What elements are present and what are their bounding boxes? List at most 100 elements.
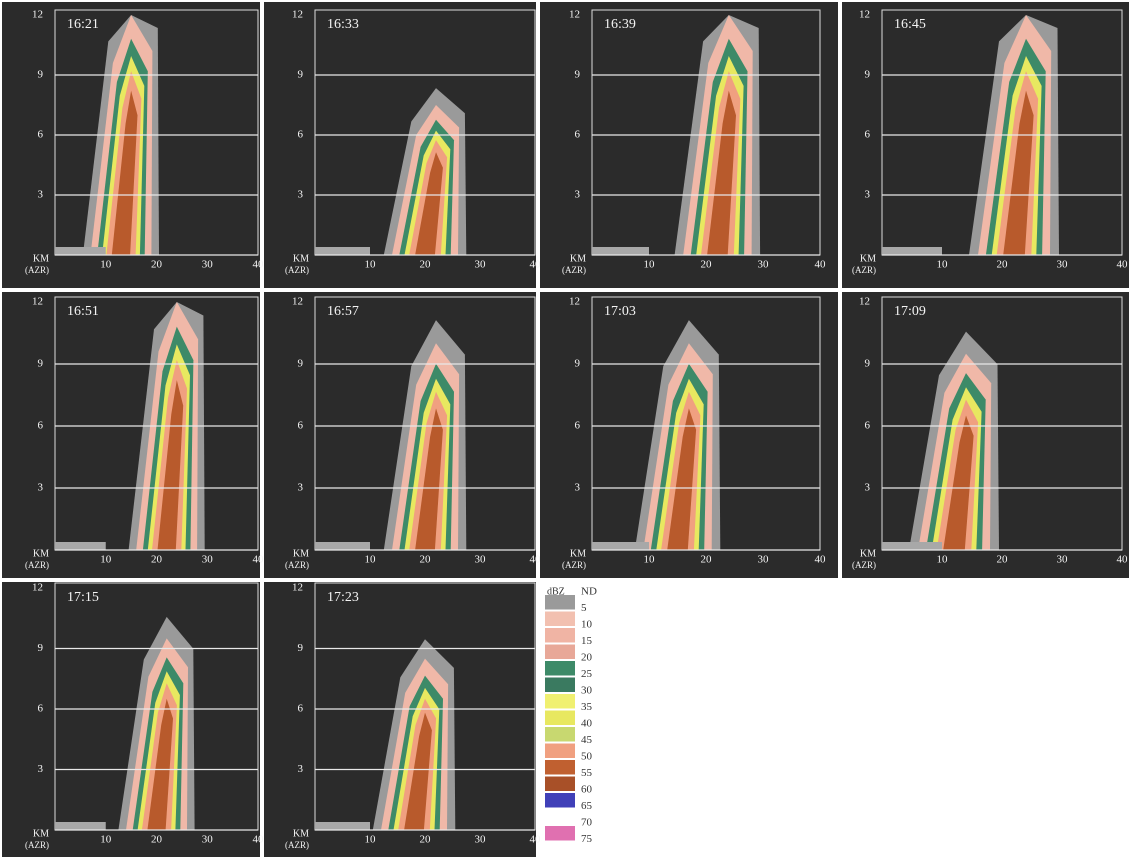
legend-swatch xyxy=(545,777,575,792)
x-unit-sub: (AZR) xyxy=(285,560,309,570)
x-unit-sub: (AZR) xyxy=(285,840,309,850)
x-unit: KM xyxy=(33,548,49,559)
y-tick-label: 12 xyxy=(32,582,43,594)
ground-echo xyxy=(55,542,106,550)
y-tick-label: 3 xyxy=(865,482,871,494)
x-tick-label: 10 xyxy=(100,834,112,846)
x-tick-label: 10 xyxy=(365,554,377,566)
x-unit-sub: (AZR) xyxy=(562,265,586,275)
x-tick-label: 20 xyxy=(151,554,163,566)
y-tick-label: 12 xyxy=(859,9,870,21)
y-tick-label: 3 xyxy=(865,189,871,201)
x-tick-label: 30 xyxy=(202,259,214,271)
panel-time: 16:45 xyxy=(894,17,926,32)
legend-swatch xyxy=(545,760,575,775)
legend-label: 15 xyxy=(581,635,593,647)
ground-echo xyxy=(55,247,106,255)
legend-label: 20 xyxy=(581,652,593,664)
y-tick-label: 12 xyxy=(292,9,303,21)
legend-swatch xyxy=(545,694,575,709)
legend-swatch xyxy=(545,727,575,742)
x-unit: KM xyxy=(33,828,49,839)
y-tick-label: 9 xyxy=(575,358,581,370)
legend-unit: dBZ xyxy=(547,586,565,597)
legend-swatch xyxy=(545,645,575,660)
legend-swatch xyxy=(545,826,575,841)
legend-label: 70 xyxy=(581,817,593,829)
x-tick-label: 40 xyxy=(253,834,265,846)
legend-label: 35 xyxy=(581,701,593,713)
y-tick-label: 12 xyxy=(569,296,580,308)
ground-echo xyxy=(315,247,370,255)
legend-label: ND xyxy=(581,586,597,598)
legend-label: 75 xyxy=(581,833,593,845)
ground-echo xyxy=(55,822,106,830)
y-tick-label: 3 xyxy=(298,189,304,201)
y-tick-label: 6 xyxy=(575,420,581,432)
y-tick-label: 9 xyxy=(38,358,44,370)
y-tick-label: 6 xyxy=(298,703,304,715)
x-tick-label: 30 xyxy=(1057,259,1069,271)
y-tick-label: 9 xyxy=(298,358,304,370)
ground-echo xyxy=(315,542,370,550)
panel-time: 16:39 xyxy=(604,17,636,32)
x-tick-label: 10 xyxy=(365,834,377,846)
legend-label: 10 xyxy=(581,619,593,631)
x-tick-label: 20 xyxy=(701,554,713,566)
y-tick-label: 12 xyxy=(292,582,303,594)
ground-echo xyxy=(882,542,942,550)
legend-swatch xyxy=(545,612,575,627)
x-unit: KM xyxy=(570,548,586,559)
x-unit-sub: (AZR) xyxy=(25,560,49,570)
ground-echo xyxy=(315,822,370,830)
ground-echo xyxy=(592,542,649,550)
x-unit: KM xyxy=(570,253,586,264)
ground-echo xyxy=(882,247,942,255)
panel-time: 16:57 xyxy=(327,304,359,319)
x-tick-label: 20 xyxy=(997,554,1009,566)
legend-swatch xyxy=(545,661,575,676)
x-unit: KM xyxy=(33,253,49,264)
y-tick-label: 6 xyxy=(38,703,44,715)
x-unit: KM xyxy=(293,828,309,839)
legend-swatch xyxy=(545,744,575,759)
y-tick-label: 3 xyxy=(38,763,44,775)
x-tick-label: 20 xyxy=(420,259,432,271)
x-unit: KM xyxy=(860,253,876,264)
x-unit-sub: (AZR) xyxy=(562,560,586,570)
y-tick-label: 6 xyxy=(38,129,44,141)
y-tick-label: 3 xyxy=(298,763,304,775)
x-tick-label: 30 xyxy=(475,554,487,566)
figure: 1296310203040KM(AZR)16:211296310203040KM… xyxy=(0,0,1131,859)
x-tick-label: 40 xyxy=(530,834,542,846)
x-tick-label: 20 xyxy=(151,259,163,271)
y-tick-label: 3 xyxy=(38,189,44,201)
x-unit-sub: (AZR) xyxy=(25,840,49,850)
legend-label: 65 xyxy=(581,800,593,812)
x-tick-label: 30 xyxy=(202,834,214,846)
y-tick-label: 3 xyxy=(575,189,581,201)
x-tick-label: 40 xyxy=(815,554,827,566)
x-tick-label: 30 xyxy=(758,554,770,566)
x-tick-label: 20 xyxy=(701,259,713,271)
legend-label: 5 xyxy=(581,602,587,614)
legend-swatch xyxy=(545,678,575,693)
x-tick-label: 40 xyxy=(253,554,265,566)
y-tick-label: 12 xyxy=(569,9,580,21)
y-tick-label: 12 xyxy=(32,296,43,308)
panel-time: 16:51 xyxy=(67,304,99,319)
x-tick-label: 40 xyxy=(253,259,265,271)
y-tick-label: 9 xyxy=(38,69,44,81)
x-unit-sub: (AZR) xyxy=(852,560,876,570)
x-tick-label: 40 xyxy=(1117,259,1129,271)
y-tick-label: 3 xyxy=(575,482,581,494)
x-unit-sub: (AZR) xyxy=(852,265,876,275)
legend-label: 55 xyxy=(581,767,593,779)
y-tick-label: 6 xyxy=(575,129,581,141)
x-unit: KM xyxy=(860,548,876,559)
x-tick-label: 10 xyxy=(644,259,656,271)
y-tick-label: 12 xyxy=(292,296,303,308)
y-tick-label: 9 xyxy=(298,642,304,654)
y-tick-label: 6 xyxy=(865,129,871,141)
x-tick-label: 20 xyxy=(420,554,432,566)
